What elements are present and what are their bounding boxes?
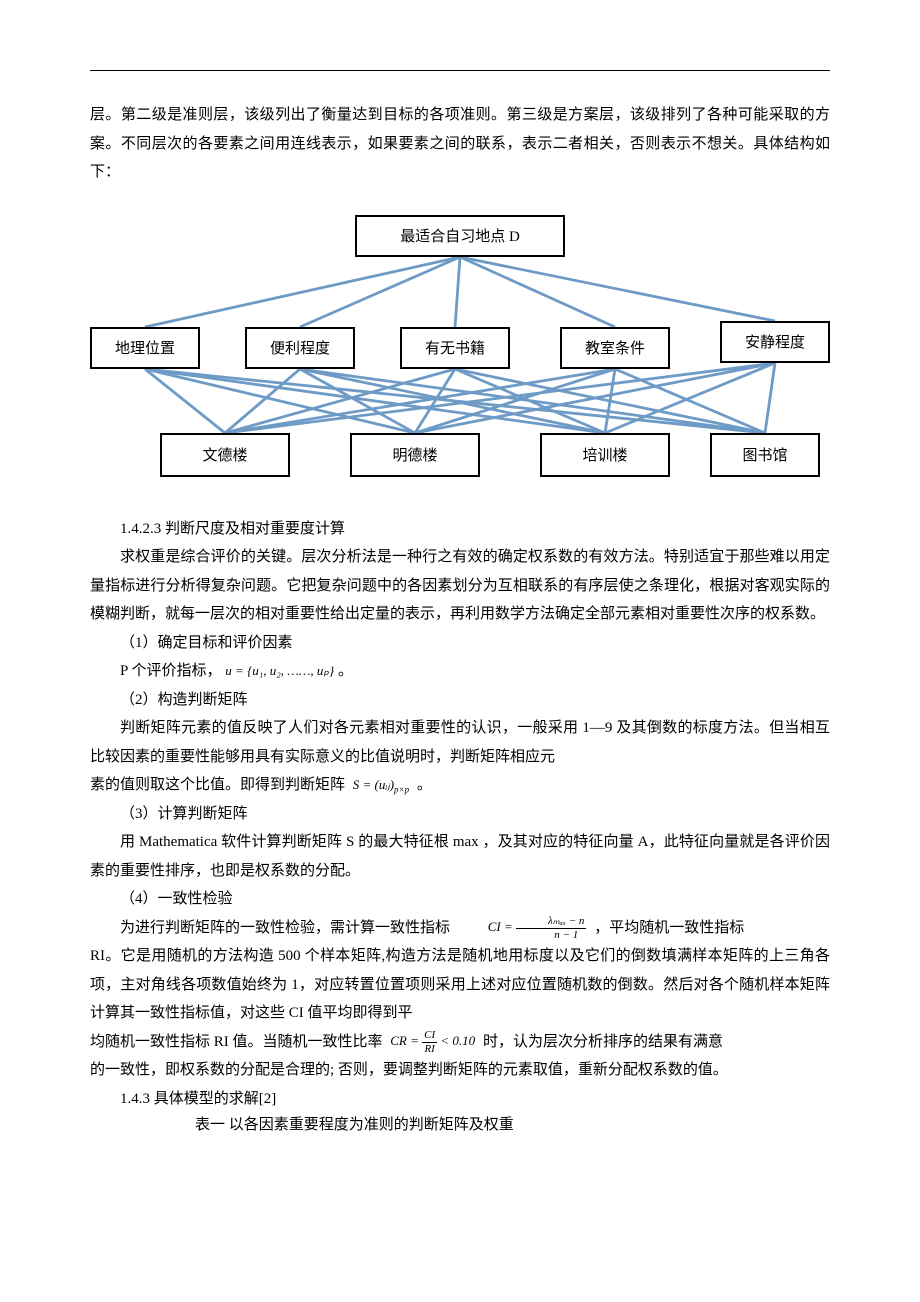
top-horizontal-rule [90, 70, 830, 71]
step-2b-formula: S = (uᵢⱼ)p×p [353, 773, 409, 799]
step-4-para-b: RI。它是用随机的方法构造 500 个样本矩阵,构造方法是随机地用标度以及它们的… [90, 942, 830, 1028]
step-1-formula: u = {u₁, u₂, ……, uₚ} [225, 663, 334, 678]
diagram-criterion-node: 有无书籍 [400, 327, 510, 369]
table-1-caption: 表一 以各因素重要程度为准则的判断矩阵及权重 [90, 1113, 830, 1134]
ci-formula: CI = λₘₐₓ − n n − 1 [458, 915, 587, 941]
step-1-text-b: 。 [338, 663, 353, 679]
step-4-para-a: 为进行判断矩阵的一致性检验，需计算一致性指标 CI = λₘₐₓ − n n −… [90, 914, 830, 943]
step-4-para-c: 均随机一致性指标 RI 值。当随机一致性比率 CR = CI RI < 0.10… [90, 1028, 830, 1057]
step-4-para-d: 的一致性，即权系数的分配是合理的; 否则，要调整判断矩阵的元素取值，重新分配权系… [90, 1056, 830, 1085]
hierarchy-diagram: 最适合自习地点 D 地理位置 便利程度 有无书籍 教室条件 安静程度文德楼 明德楼 培训楼图书… [90, 215, 830, 495]
section-1423-title: 1.4.2.3 判断尺度及相对重要度计算 [90, 515, 830, 544]
cr-formula: CR = CI RI < 0.10 [390, 1029, 475, 1055]
diagram-alternative-node: 文德楼 [160, 433, 290, 477]
step-2-para-a: 判断矩阵元素的值反映了人们对各元素相对重要性的认识，一般采用 1—9 及其倒数的… [90, 714, 830, 771]
diagram-criterion-node: 地理位置 [90, 327, 200, 369]
p4c-text-a: 均随机一致性指标 RI 值。当随机一致性比率 [90, 1034, 383, 1050]
step-1-text-a: P 个评价指标， [120, 663, 222, 679]
step-2-para-b: 素的值则取这个比值。即得到判断矩阵 S = (uᵢⱼ)p×p 。 [90, 771, 830, 800]
p4c-text-b: 时，认为层次分析排序的结果有满意 [483, 1034, 723, 1050]
section-143-title: 1.4.3 具体模型的求解[2] [90, 1085, 830, 1114]
diagram-criterion-node: 便利程度 [245, 327, 355, 369]
step-2b-text-b: 。 [417, 777, 432, 793]
step-3-para: 用 Mathematica 软件计算判断矩阵 S 的最大特征根 max ，及其对… [90, 828, 830, 885]
diagram-criterion-node: 教室条件 [560, 327, 670, 369]
intro-paragraph: 层。第二级是准则层，该级列出了衡量达到目标的各项准则。第三级是方案层，该级排列了… [90, 101, 830, 187]
diagram-criterion-node: 安静程度 [720, 321, 830, 363]
diagram-alternative-node: 明德楼 [350, 433, 480, 477]
p4a-text-b: ，平均随机一致性指标 [594, 920, 744, 936]
diagram-alternative-node: 培训楼 [540, 433, 670, 477]
step-2-title: （2）构造判断矩阵 [90, 686, 830, 715]
paragraph-weights: 求权重是综合评价的关键。层次分析法是一种行之有效的确定权系数的有效方法。特别适宜… [90, 543, 830, 629]
step-2b-text-a: 素的值则取这个比值。即得到判断矩阵 [90, 777, 345, 793]
diagram-alternative-node: 图书馆 [710, 433, 820, 477]
p4a-text-a: 为进行判断矩阵的一致性检验，需计算一致性指标 [120, 920, 450, 936]
step-3-title: （3）计算判断矩阵 [90, 800, 830, 829]
diagram-root-node: 最适合自习地点 D [355, 215, 565, 257]
step-1-line: P 个评价指标， u = {u₁, u₂, ……, uₚ} 。 [90, 657, 830, 686]
step-4-title: （4）一致性检验 [90, 885, 830, 914]
step-1-title: （1）确定目标和评价因素 [90, 629, 830, 658]
